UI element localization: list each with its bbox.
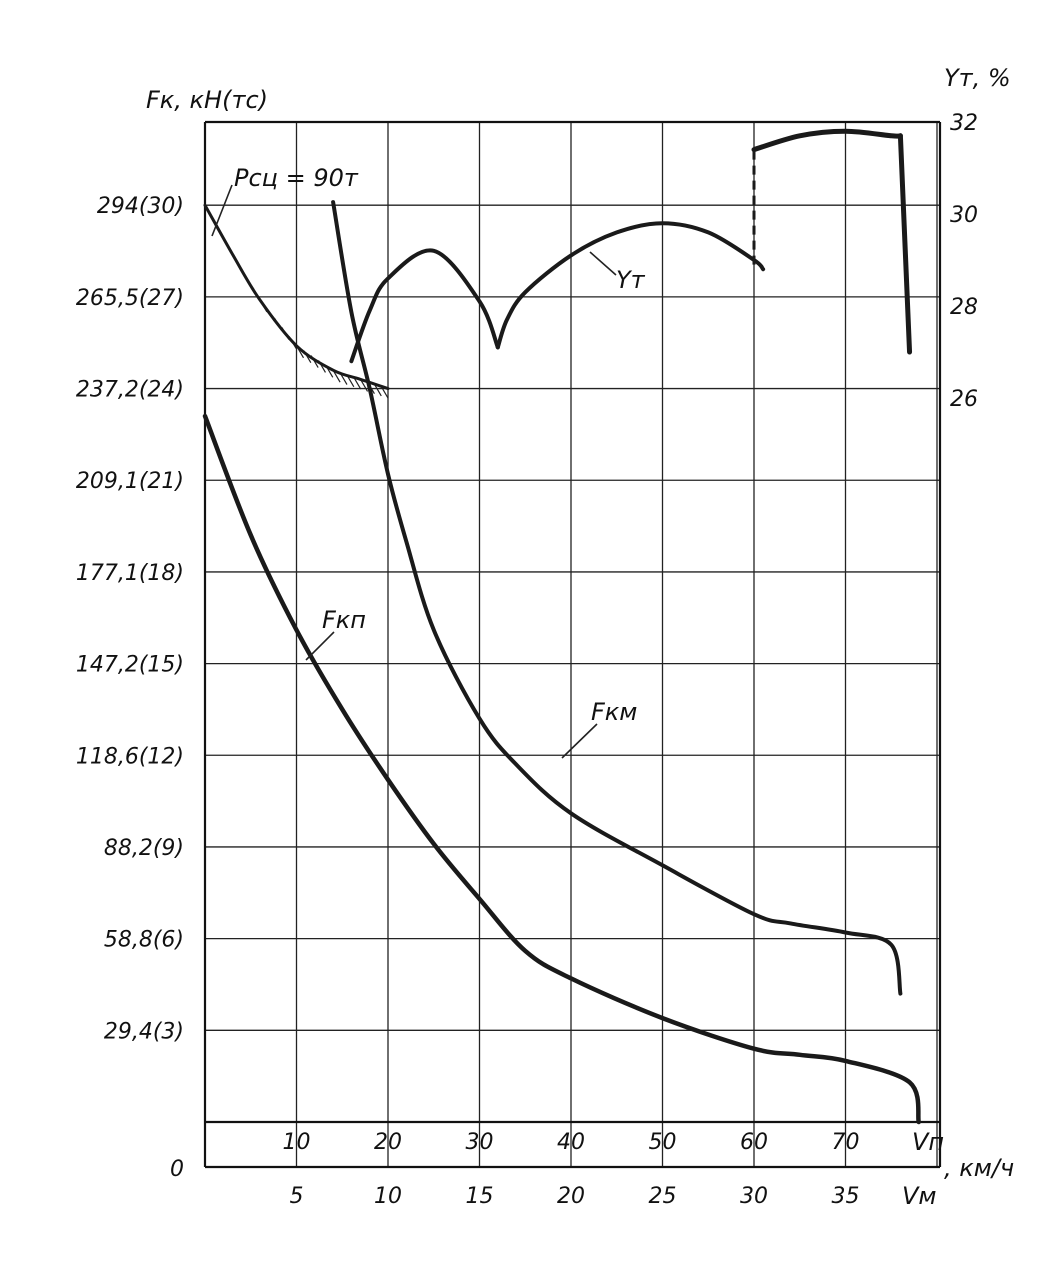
fkp-leader: [305, 631, 335, 661]
y-axis-right-title: Yт, %: [944, 64, 1011, 92]
hatch-mark: [380, 385, 389, 399]
grid: [203, 120, 942, 1169]
origin-label: 0: [170, 1157, 184, 1182]
fkm-leader: [561, 723, 598, 759]
x-bottom-tick-label: 25: [649, 1184, 677, 1209]
x-top-tick-label: 50: [649, 1130, 677, 1155]
x-top-tick-label: 60: [740, 1130, 768, 1155]
x-bottom-tick-label: 10: [374, 1184, 402, 1209]
y-left-tick-label: 265,5(27): [76, 286, 184, 311]
series-label-fkm: Fкм: [591, 698, 637, 726]
x-bottom-tick-label: 20: [557, 1184, 585, 1209]
x-axis-unit: , км/ч: [944, 1154, 1014, 1182]
yt-leader: [589, 251, 617, 276]
y-left-tick-label: 209,1(21): [76, 469, 184, 494]
y-left-tick-label: 118,6(12): [76, 744, 184, 769]
curves: [202, 128, 921, 1125]
x-axis-bottom-label: Vм: [902, 1182, 937, 1210]
x-bottom-tick-label: 5: [290, 1184, 304, 1209]
hatch-mark: [360, 379, 369, 392]
series-label-yt: Yт: [616, 266, 646, 294]
y-axis-left-title: Fк, кН(тс): [146, 86, 268, 114]
fkm-curve: [331, 200, 903, 996]
y-right-tick-label: 32: [950, 111, 978, 136]
y-left-tick-label: 294(30): [97, 194, 184, 219]
y-right-tick-label: 30: [950, 203, 978, 228]
fkp-curve: [202, 413, 921, 1125]
x-bottom-tick-label: 30: [740, 1184, 768, 1209]
hatch-mark: [373, 383, 382, 397]
yt-high-stage-curve: [751, 128, 903, 153]
x-top-tick-label: 70: [832, 1130, 860, 1155]
adhesion-leader: [211, 184, 233, 237]
adhesion-limit-label: Pсц = 90т: [234, 164, 359, 192]
y-left-tick-label: 177,1(18): [76, 561, 184, 586]
y-left-tick-label: 88,2(9): [104, 836, 184, 861]
x-axis-top-label: Vп: [912, 1128, 944, 1156]
x-top-tick-label: 40: [557, 1130, 585, 1155]
yt-curve-arc-1: [349, 248, 500, 364]
yt-high-stage-drop: [897, 133, 913, 355]
y-left-tick-label: 29,4(3): [104, 1019, 184, 1044]
y-right-tick-label: 28: [950, 295, 978, 320]
y-left-tick-label: 58,8(6): [104, 928, 184, 953]
y-left-tick-label: 147,2(15): [76, 653, 184, 678]
labels: Fк, кН(тс) Yт, % 0 Vп Vм , км/ч Pсц = 90…: [76, 64, 1014, 1210]
yt-curve-arc-2: [495, 221, 766, 350]
series-label-fkp: Fкп: [322, 606, 366, 634]
x-top-tick-label: 20: [374, 1130, 402, 1155]
x-top-tick-label: 30: [466, 1130, 494, 1155]
y-left-tick-label: 237,2(24): [76, 378, 184, 403]
x-bottom-tick-label: 15: [466, 1184, 494, 1209]
adhesion-limit-curve: [203, 203, 390, 391]
y-right-tick-label: 26: [950, 387, 978, 412]
x-bottom-tick-label: 35: [832, 1184, 860, 1209]
x-top-tick-label: 10: [283, 1130, 311, 1155]
